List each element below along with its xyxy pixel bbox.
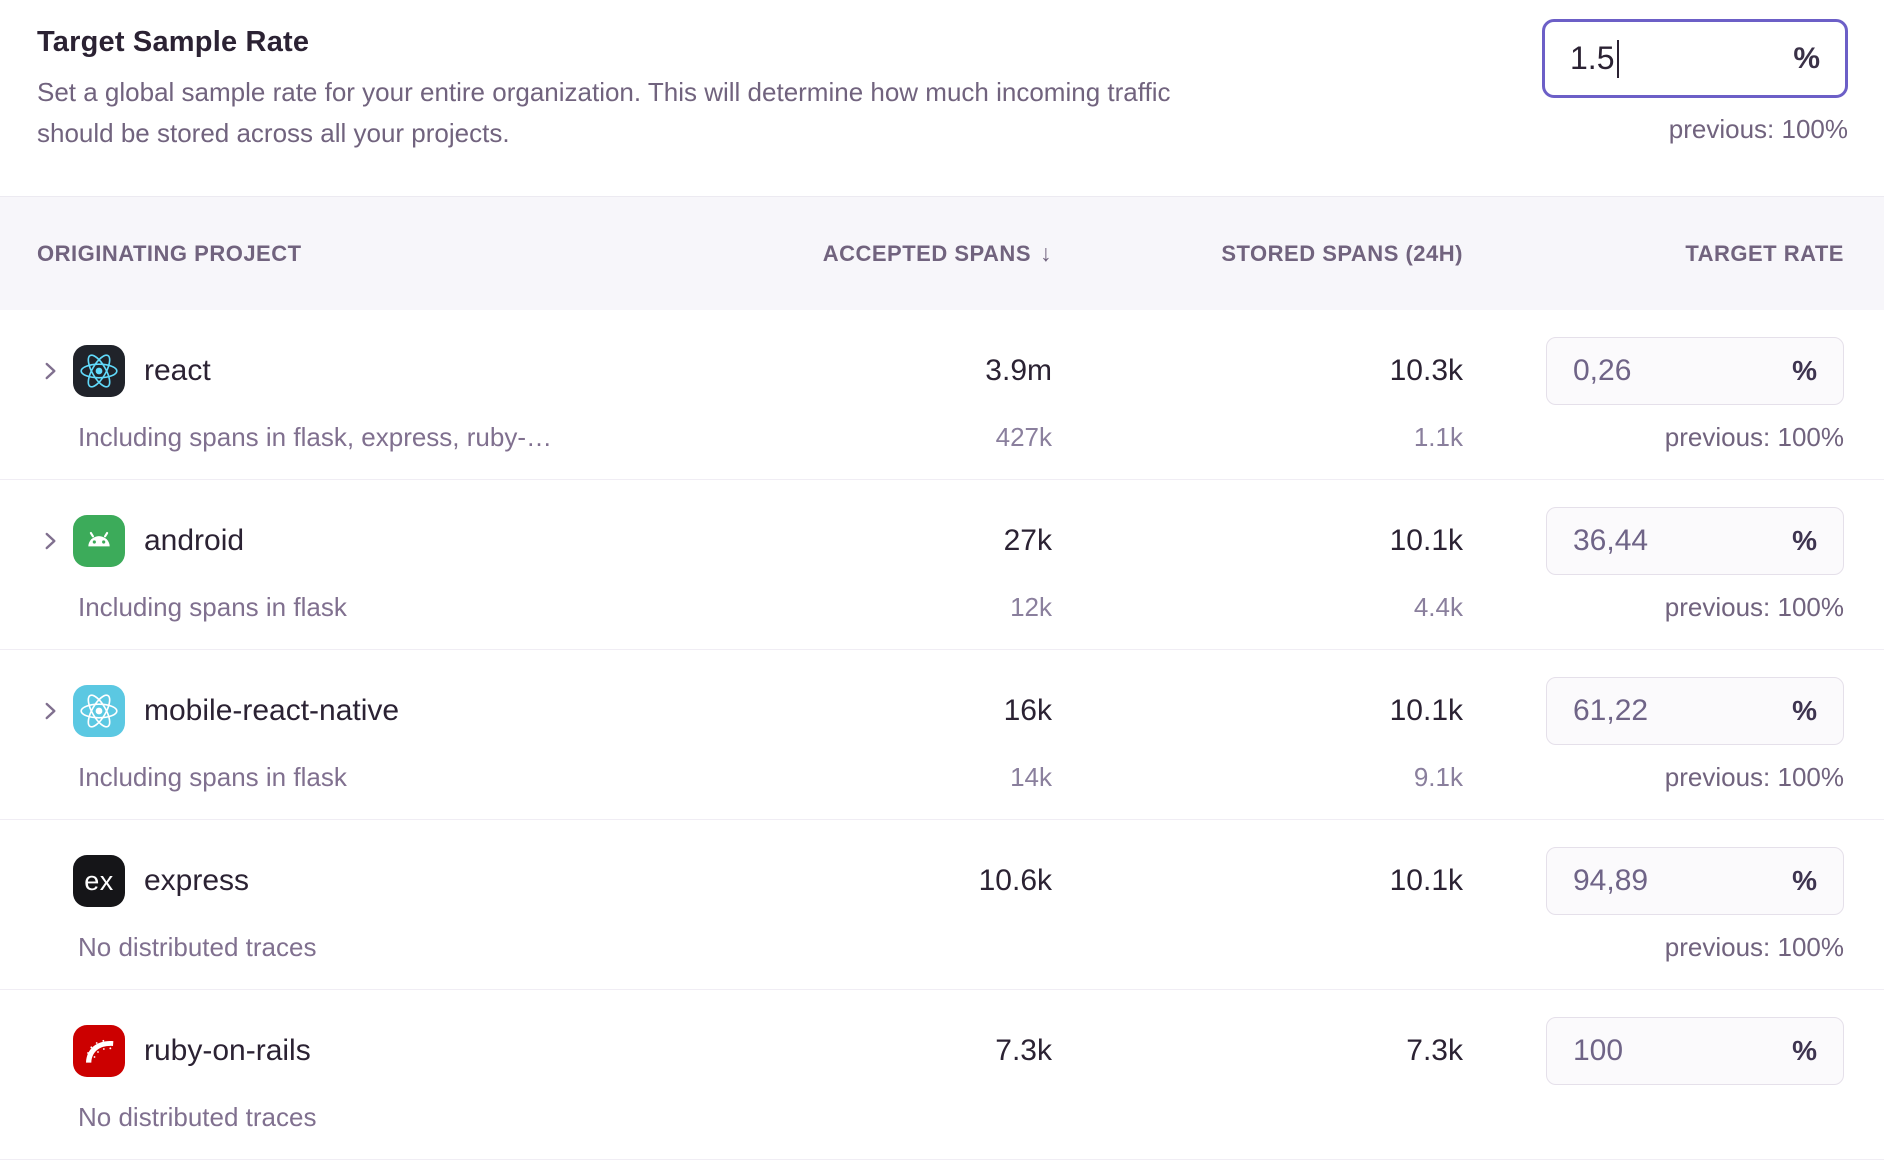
distributed-traces-note: Including spans in flask — [78, 761, 347, 792]
percent-unit-label: % — [1792, 865, 1817, 896]
stored-spans-value: 10.1k — [1389, 524, 1463, 557]
expand-chevron-button[interactable] — [37, 528, 73, 554]
sub-stored-spans-value: 1.1k — [1413, 421, 1463, 452]
accepted-spans-value: 7.3k — [995, 1034, 1052, 1067]
stored-spans-value: 10.3k — [1389, 354, 1463, 387]
stored-spans-value: 7.3k — [1406, 1034, 1463, 1067]
percent-unit-label: % — [1793, 41, 1820, 75]
chevron-right-icon — [45, 702, 56, 720]
global-sample-rate-input[interactable]: 1.5 % — [1542, 19, 1848, 98]
column-header-target-rate[interactable]: TARGET RATE — [1685, 240, 1844, 266]
project-cell: mobile-react-native — [37, 685, 680, 737]
project-cell: android — [37, 515, 680, 567]
distributed-traces-note: Including spans in flask — [78, 591, 347, 622]
table-row-mobile-react-native: mobile-react-native 16k 10.1k 61,22 % In… — [0, 650, 1884, 820]
accepted-spans-value: 3.9m — [985, 354, 1052, 387]
expand-chevron-button[interactable] — [37, 698, 73, 724]
global-rate-control: 1.5 % previous: 100% — [1542, 19, 1848, 145]
table-header-row: ORIGINATING PROJECT ACCEPTED SPANS ↓ STOR… — [0, 196, 1884, 310]
accepted-spans-value: 27k — [1003, 524, 1052, 557]
percent-unit-label: % — [1792, 695, 1817, 726]
target-rate-value: 0,26 — [1573, 354, 1632, 387]
rails-icon — [73, 1025, 125, 1077]
project-name: express — [144, 864, 250, 897]
target-rate-value: 61,22 — [1573, 694, 1649, 727]
target-rate-input[interactable]: 100 % — [1546, 1017, 1844, 1085]
table-row-android: android 27k 10.1k 36,44 % Including span… — [0, 480, 1884, 650]
react-icon — [73, 345, 125, 397]
sub-stored-spans-value: 4.4k — [1413, 591, 1463, 622]
table-row-express: ex express 10.6k 10.1k 94,89 % No distri… — [0, 820, 1884, 990]
percent-unit-label: % — [1792, 1035, 1817, 1066]
express-icon: ex — [73, 855, 125, 907]
page-title: Target Sample Rate — [37, 26, 310, 58]
column-header-stored-spans[interactable]: STORED SPANS (24H) — [1221, 240, 1463, 266]
column-header-accepted-spans[interactable]: ACCEPTED SPANS ↓ — [822, 240, 1052, 266]
project-name: android — [144, 524, 245, 557]
sub-accepted-spans-value: 12k — [1010, 591, 1052, 622]
chevron-right-icon — [45, 362, 56, 380]
page-description: Set a global sample rate for your entire… — [37, 72, 1467, 154]
project-name: ruby-on-rails — [144, 1034, 311, 1067]
target-sample-rate-section: Target Sample Rate Set a global sample r… — [0, 0, 1884, 196]
percent-unit-label: % — [1792, 355, 1817, 386]
previous-rate-label: previous: 100% — [1664, 421, 1844, 452]
react-native-icon — [73, 685, 125, 737]
sub-accepted-spans-value: 427k — [995, 421, 1052, 452]
target-rate-input[interactable]: 94,89 % — [1546, 847, 1844, 915]
previous-rate-label: previous: 100% — [1664, 591, 1844, 622]
distributed-traces-note: No distributed traces — [78, 1101, 317, 1132]
target-rate-input[interactable]: 36,44 % — [1546, 507, 1844, 575]
sort-descending-icon: ↓ — [1040, 240, 1052, 266]
previous-rate-label: previous: 100% — [1664, 761, 1844, 792]
description-line-1: Set a global sample rate for your entire… — [37, 77, 1171, 107]
project-name: react — [144, 354, 211, 387]
description-line-2: should be stored across all your project… — [37, 118, 510, 148]
target-rate-input[interactable]: 0,26 % — [1546, 337, 1844, 405]
project-cell: react — [37, 345, 680, 397]
target-rate-value: 100 — [1573, 1034, 1624, 1067]
accepted-spans-value: 10.6k — [978, 864, 1052, 897]
sub-accepted-spans-value: 14k — [1010, 761, 1052, 792]
project-cell: ruby-on-rails — [37, 1025, 680, 1077]
target-rate-value: 94,89 — [1573, 864, 1649, 897]
accepted-spans-value: 16k — [1003, 694, 1052, 727]
expand-chevron-button[interactable] — [37, 358, 73, 384]
distributed-traces-note: Including spans in flask, express, ruby-… — [78, 421, 552, 452]
table-row-ruby-on-rails: ruby-on-rails 7.3k 7.3k 100 % No distrib… — [0, 990, 1884, 1160]
column-header-originating-project[interactable]: ORIGINATING PROJECT — [37, 240, 302, 266]
global-sample-rate-value: 1.5 — [1570, 40, 1615, 76]
stored-spans-value: 10.1k — [1389, 864, 1463, 897]
chevron-right-icon — [45, 532, 56, 550]
stored-spans-value: 10.1k — [1389, 694, 1463, 727]
table-row-react: react 3.9m 10.3k 0,26 % Including spans … — [0, 310, 1884, 480]
distributed-traces-note: No distributed traces — [78, 931, 317, 962]
text-cursor — [1617, 39, 1620, 78]
percent-unit-label: % — [1792, 525, 1817, 556]
android-icon — [73, 515, 125, 567]
target-rate-input[interactable]: 61,22 % — [1546, 677, 1844, 745]
target-rate-value: 36,44 — [1573, 524, 1649, 557]
global-previous-rate-label: previous: 100% — [1668, 114, 1848, 144]
previous-rate-label: previous: 100% — [1664, 931, 1844, 962]
project-name: mobile-react-native — [144, 694, 400, 727]
sub-stored-spans-value: 9.1k — [1413, 761, 1463, 792]
project-cell: ex express — [37, 855, 680, 907]
